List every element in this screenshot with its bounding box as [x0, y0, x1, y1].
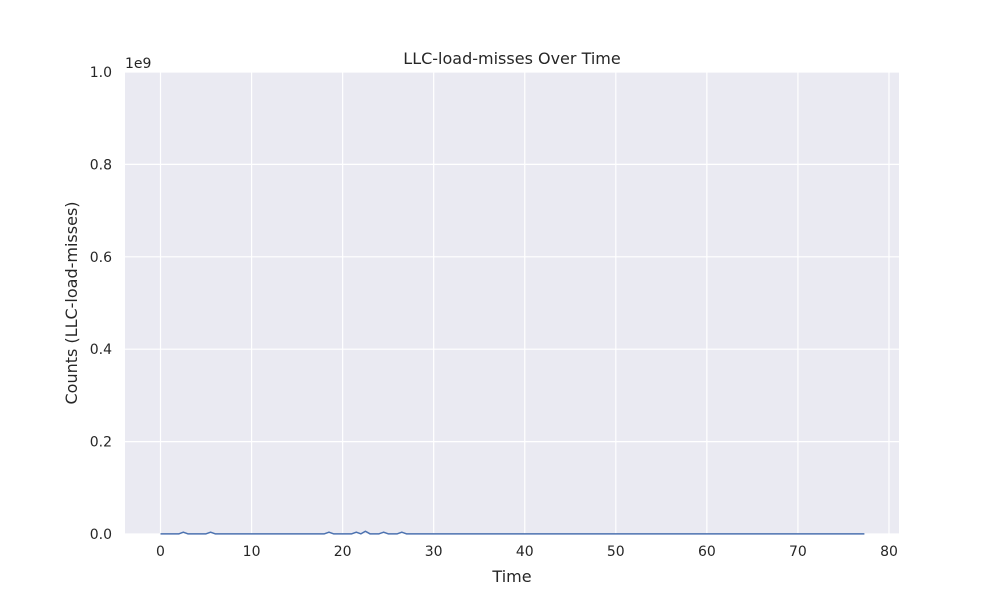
x-axis-label: Time	[491, 567, 531, 586]
x-tick-label: 60	[698, 544, 716, 560]
y-axis-ticks: 0.0 0.2 0.4 0.6 0.8 1.0	[90, 65, 112, 543]
y-tick-label: 0.8	[90, 157, 112, 173]
y-tick-label: 0.4	[90, 342, 112, 358]
chart-title: LLC-load-misses Over Time	[403, 49, 620, 68]
y-tick-label: 0.0	[90, 527, 112, 543]
y-axis-offset-label: 1e9	[125, 56, 151, 72]
x-tick-label: 50	[607, 544, 625, 560]
y-tick-label: 0.2	[90, 435, 112, 451]
series-line	[160, 530, 865, 535]
x-tick-label: 10	[243, 544, 261, 560]
x-tick-label: 0	[156, 544, 165, 560]
plot-area	[125, 72, 899, 534]
x-tick-label: 80	[880, 544, 898, 560]
x-tick-label: 20	[334, 544, 352, 560]
x-tick-label: 40	[516, 544, 534, 560]
y-axis-label: Counts (LLC-load-misses)	[62, 201, 81, 404]
y-tick-label: 0.6	[90, 250, 112, 266]
y-tick-label: 1.0	[90, 65, 112, 81]
x-axis-ticks: 0 10 20 30 40 50 60 70 80	[156, 544, 898, 560]
series-layer	[160, 530, 865, 535]
x-tick-label: 30	[425, 544, 443, 560]
x-tick-label: 70	[789, 544, 807, 560]
